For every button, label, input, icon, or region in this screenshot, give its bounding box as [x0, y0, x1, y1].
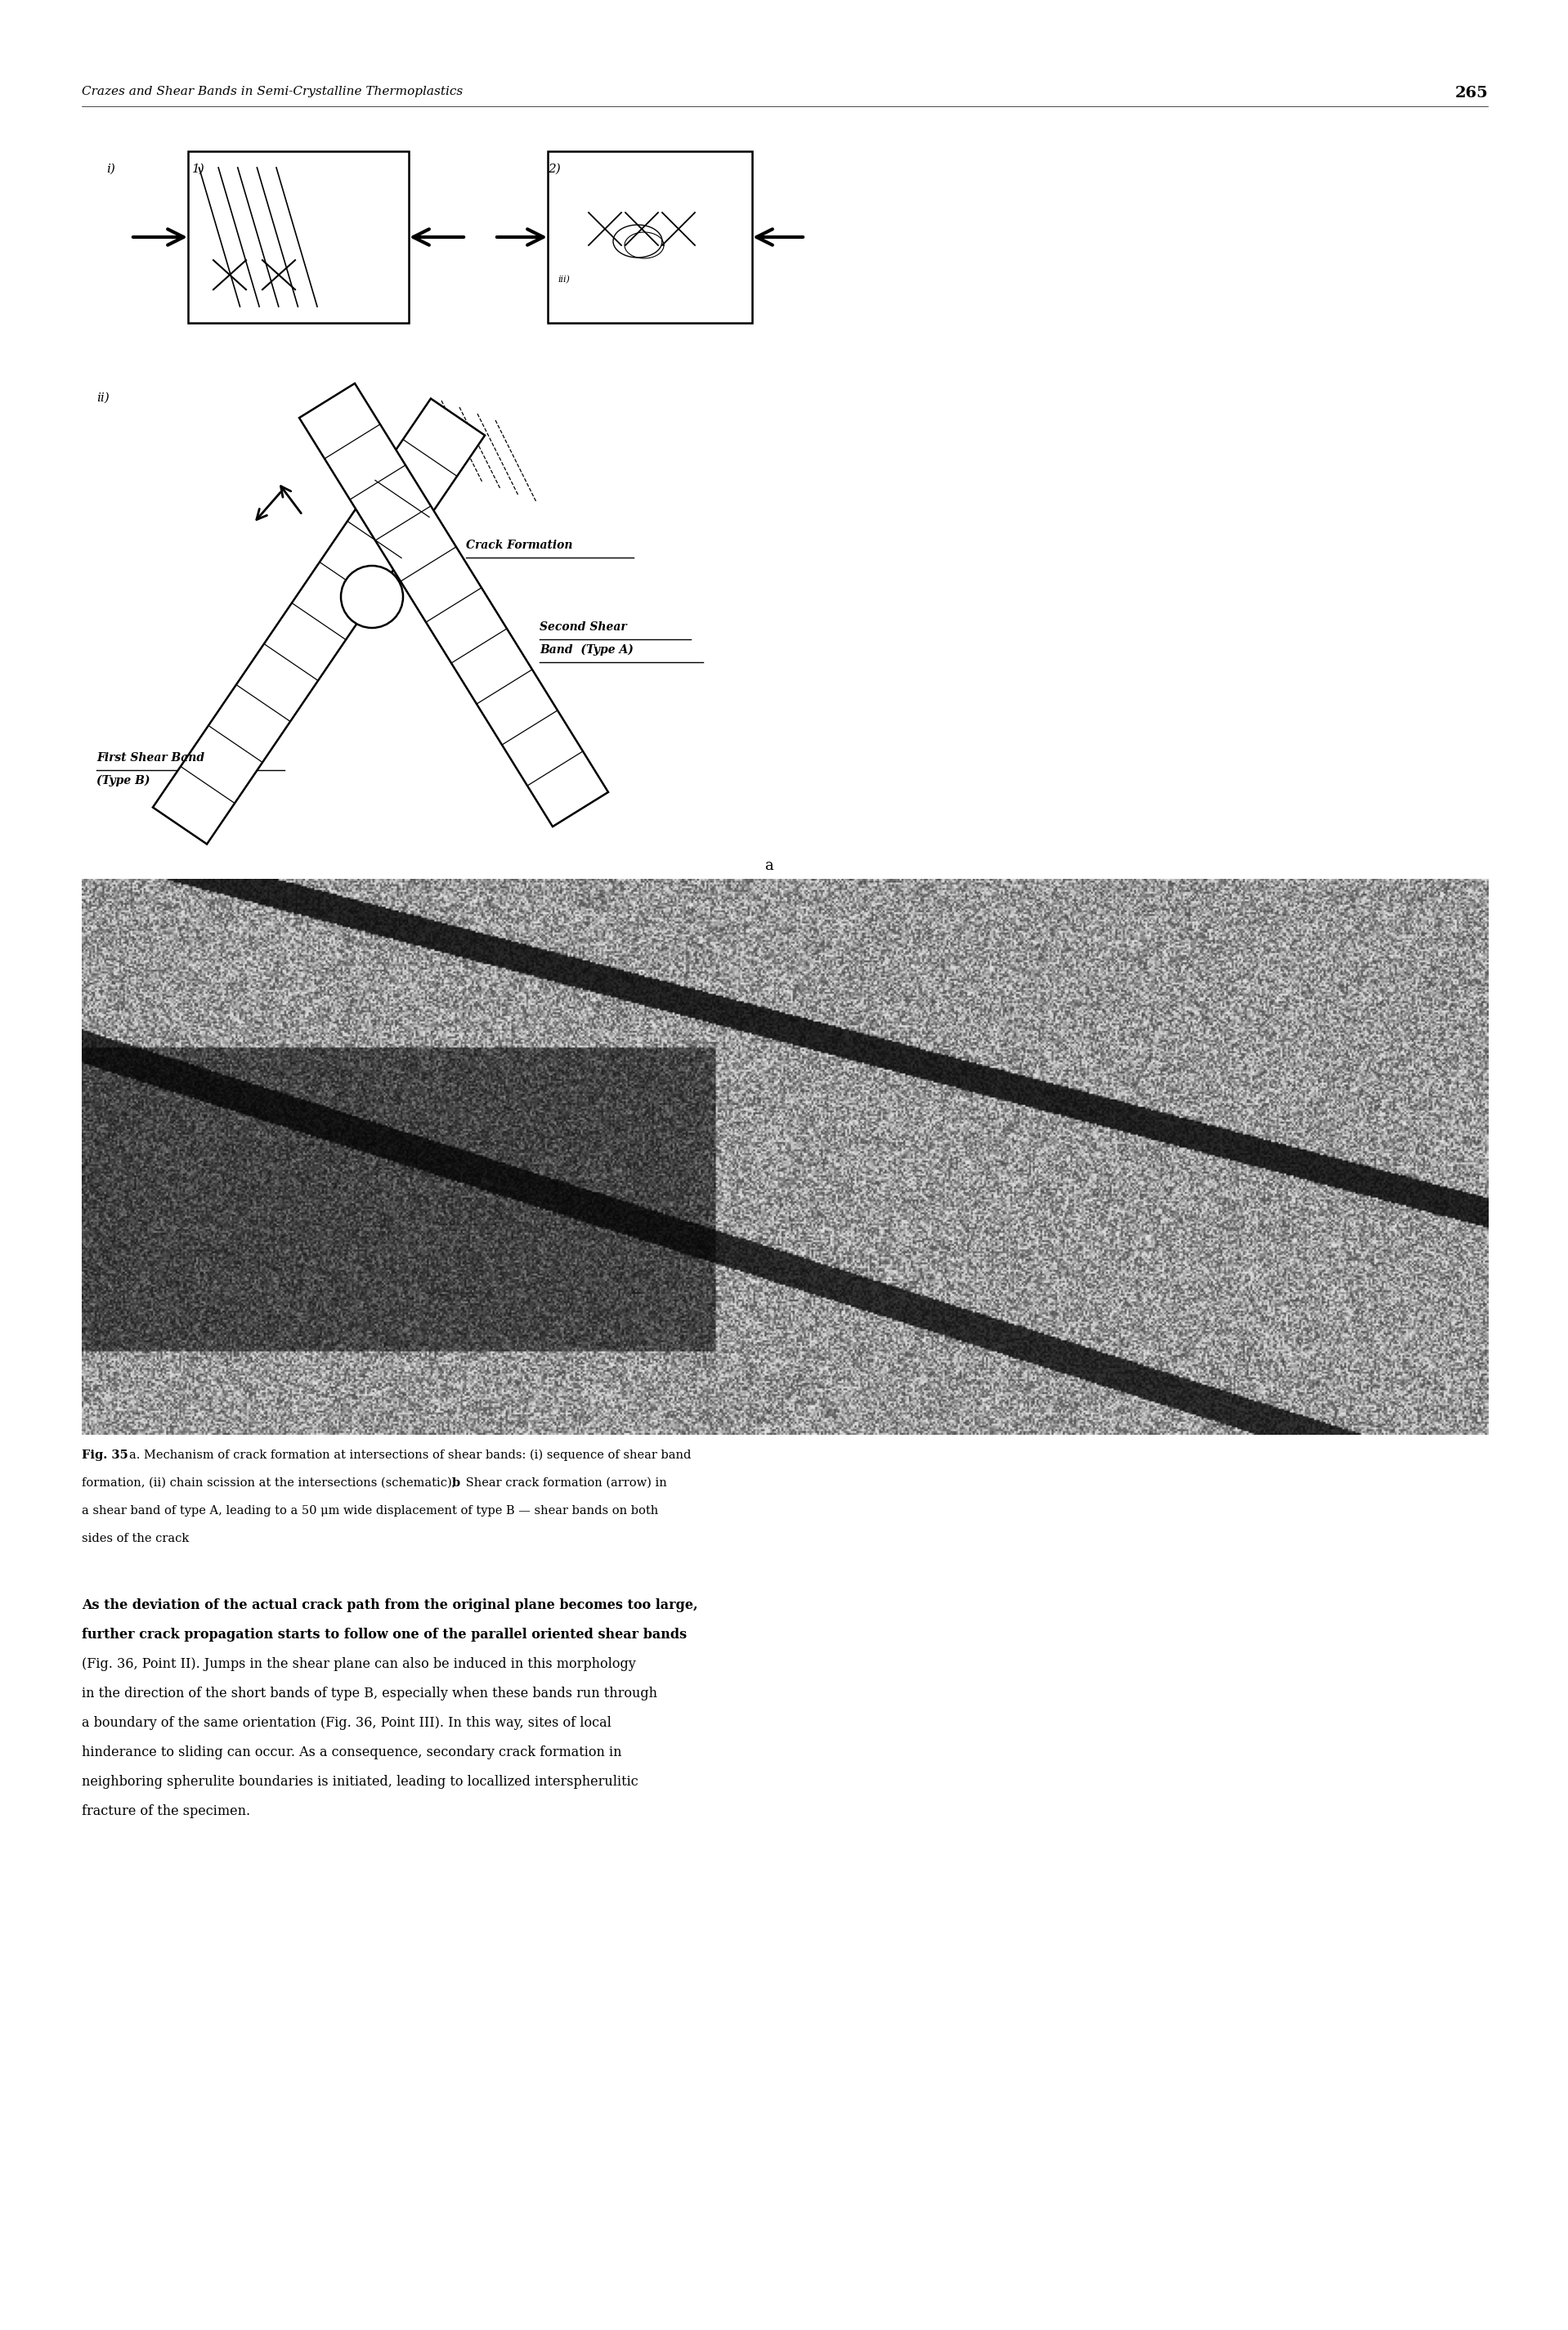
Text: (Type B): (Type B) [97, 776, 151, 788]
Text: Crazes and Shear Bands in Semi-Crystalline Thermoplastics: Crazes and Shear Bands in Semi-Crystalli… [82, 86, 463, 98]
Text: First Shear Band: First Shear Band [97, 753, 204, 764]
Text: formation, (ii) chain scission at the intersections (schematic);: formation, (ii) chain scission at the in… [82, 1477, 459, 1489]
Text: a. Mechanism of crack formation at intersections of shear bands: (i) sequence of: a. Mechanism of crack formation at inter… [129, 1449, 691, 1461]
Bar [188, 151, 409, 324]
Text: sides of the crack: sides of the crack [82, 1533, 190, 1545]
Text: Crack Formation: Crack Formation [466, 541, 572, 550]
Text: a: a [764, 857, 773, 874]
Text: b: b [452, 1477, 461, 1489]
Circle shape [340, 566, 403, 627]
Text: iii): iii) [558, 275, 569, 284]
Text: 2): 2) [547, 163, 561, 175]
Text: As the deviation of the actual crack path from the original plane becomes too la: As the deviation of the actual crack pat… [82, 1598, 698, 1612]
Text: b: b [757, 1386, 765, 1400]
Text: in the direction of the short bands of type B, especially when these bands run t: in the direction of the short bands of t… [82, 1687, 657, 1701]
Text: Fig. 35: Fig. 35 [82, 1449, 129, 1461]
Bar [547, 151, 753, 324]
Text: further crack propagation starts to follow one of the parallel oriented shear ba: further crack propagation starts to foll… [82, 1629, 687, 1643]
Text: neighboring spherulite boundaries is initiated, leading to locallized interspher: neighboring spherulite boundaries is ini… [82, 1775, 638, 1789]
Text: ii): ii) [97, 391, 110, 403]
Text: (Fig. 36, Point II). Jumps in the shear plane can also be induced in this morpho: (Fig. 36, Point II). Jumps in the shear … [82, 1657, 637, 1671]
Text: i): i) [107, 163, 114, 175]
Polygon shape [299, 384, 608, 827]
Polygon shape [152, 398, 485, 843]
Text: 50 μm: 50 μm [839, 1379, 881, 1393]
Text: a boundary of the same orientation (Fig. 36, Point III). In this way, sites of l: a boundary of the same orientation (Fig.… [82, 1715, 612, 1729]
Text: Shear crack formation (arrow) in: Shear crack formation (arrow) in [463, 1477, 666, 1489]
Text: Band  (Type A): Band (Type A) [539, 643, 633, 657]
Text: 265: 265 [1455, 86, 1488, 100]
Text: hinderance to sliding can occur. As a consequence, secondary crack formation in: hinderance to sliding can occur. As a co… [82, 1745, 622, 1759]
Text: 1): 1) [193, 163, 205, 175]
Text: a shear band of type A, leading to a 50 μm wide displacement of type B — shear b: a shear band of type A, leading to a 50 … [82, 1505, 659, 1517]
Text: Second Shear: Second Shear [539, 622, 627, 634]
Text: fracture of the specimen.: fracture of the specimen. [82, 1803, 251, 1817]
